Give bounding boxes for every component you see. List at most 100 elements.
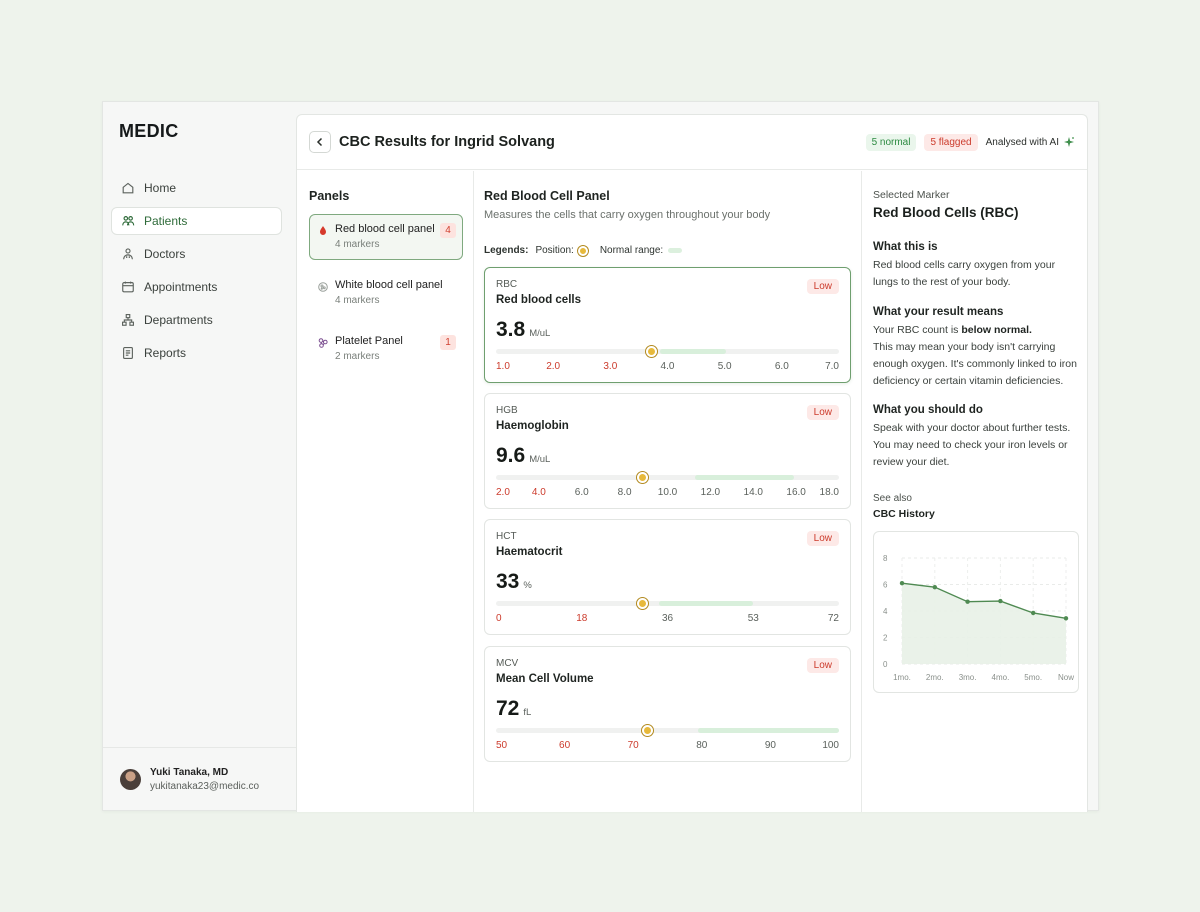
normal-range-bar: [694, 475, 795, 480]
status-badge: Low: [806, 405, 839, 420]
sidebar-item-label: Departments: [144, 313, 213, 327]
selected-marker-label: Selected Marker: [873, 189, 950, 201]
value-number: 33: [496, 570, 520, 593]
range-tick: 16.0: [786, 487, 806, 498]
user-profile[interactable]: Yuki Tanaka, MD yukitanaka23@medic.co: [103, 747, 296, 810]
sidebar-item-label: Patients: [144, 214, 188, 228]
user-email: yukitanaka23@medic.co: [150, 780, 260, 792]
history-link[interactable]: CBC History: [873, 508, 935, 520]
range-tick: 80: [696, 740, 708, 751]
sidebar-nav: Home Patients Doctors Appointments Depar…: [111, 174, 282, 372]
marker-detail-column: Selected Marker Red Blood Cells (RBC) Wh…: [862, 171, 1089, 812]
y-tick-label: 2: [883, 634, 888, 643]
marker-card-mcv[interactable]: MCV Mean Cell Volume Low 72 fL 50 60 70 80 90…: [484, 646, 851, 762]
sidebar-item-label: Home: [144, 181, 177, 195]
marker-code: HGB: [496, 405, 518, 416]
chevron-left-icon: [316, 137, 323, 147]
sidebar: MEDIC Home Patients Doctors Appointments…: [103, 102, 296, 810]
avatar: [120, 768, 141, 790]
history-area: [902, 583, 1066, 664]
range-tick: 60: [559, 740, 571, 751]
range-tick: 18: [576, 613, 588, 624]
range-tick: 14.0: [743, 487, 763, 498]
position-marker: [642, 725, 654, 736]
range-track: [496, 725, 839, 736]
range-tick: 12.0: [700, 487, 721, 498]
range-tick: 10.0: [657, 487, 678, 498]
sidebar-item-patients[interactable]: Patients: [111, 207, 282, 235]
sparkle-icon: [1064, 137, 1074, 147]
ai-label-text: Analysed with AI: [985, 136, 1059, 148]
x-tick-label: 4mo.: [992, 673, 1010, 682]
panels-title: Panels: [309, 189, 350, 203]
range-ticks: 50 60 70 80 90 100: [496, 740, 839, 752]
range-tick: 7.0: [825, 361, 839, 372]
range-tick: 90: [764, 740, 776, 751]
range-tick: 4.0: [660, 361, 675, 372]
sidebar-item-reports[interactable]: Reports: [111, 339, 282, 367]
panel-item-platelet[interactable]: Platelet Panel 2 markers 1: [309, 326, 463, 372]
range-tick: 6.0: [774, 361, 789, 372]
panel-title: Red Blood Cell Panel: [484, 189, 610, 203]
x-tick-label: Now: [1058, 673, 1074, 682]
position-marker-swatch: [577, 245, 588, 256]
range-tick: 2.0: [496, 487, 510, 498]
y-tick-label: 4: [883, 607, 888, 616]
sidebar-item-home[interactable]: Home: [111, 174, 282, 202]
range-ticks: 0 18 36 53 72: [496, 613, 839, 625]
marker-card-hgb[interactable]: HGB Haemoglobin Low 9.6 M/uL 2.0 4.0 6.0 8.0…: [484, 393, 851, 509]
panel-description: Measures the cells that carry oxygen thr…: [484, 209, 771, 221]
flag-count-badge: 1: [440, 335, 456, 350]
marker-card-hct[interactable]: HCT Haematocrit Low 33% 0 18 36 53 72: [484, 519, 851, 635]
history-line: [901, 582, 1067, 619]
sidebar-item-appointments[interactable]: Appointments: [111, 273, 282, 301]
range-tick: 6.0: [574, 487, 589, 498]
marker-card-rbc[interactable]: RBC Red blood cells Low 3.8 M/uL 1.0 2.0 3.…: [484, 267, 851, 383]
legend-label: Legends:: [484, 245, 529, 256]
sidebar-item-doctors[interactable]: Doctors: [111, 240, 282, 268]
range-track: [496, 472, 839, 483]
user-name: Yuki Tanaka, MD: [150, 766, 229, 778]
history-point: [998, 598, 1003, 604]
position-marker: [645, 346, 657, 357]
sidebar-item-label: Doctors: [144, 247, 186, 261]
page-header: CBC Results for Ingrid Solvang 5 normal …: [297, 115, 1087, 170]
panel-item-red-blood-cell[interactable]: Red blood cell panel 4 markers 4: [309, 214, 463, 260]
range-tick: 36: [661, 613, 674, 624]
panel-item-count: 4 markers: [335, 295, 380, 306]
flagged-count-badge: 5 flagged: [924, 133, 978, 151]
range-tick: 0: [496, 613, 502, 624]
panel-item-count: 2 markers: [335, 351, 380, 362]
doctor-icon: [123, 248, 133, 260]
marker-name: Haematocrit: [496, 546, 563, 558]
ai-analysis-label: Analysed with AI: [986, 136, 1075, 148]
legend: Legends: Position: Normal range:: [484, 245, 683, 256]
marker-value: 33%: [496, 570, 532, 594]
platelet-icon: [318, 338, 328, 348]
normal-range-bar: [659, 349, 727, 354]
range-tick: 8.0: [617, 487, 632, 498]
panel-item-white-blood-cell[interactable]: White blood cell panel 4 markers: [309, 270, 463, 316]
sidebar-item-departments[interactable]: Departments: [111, 306, 282, 334]
value-number: 72: [496, 697, 520, 720]
status-badge: Low: [806, 279, 839, 294]
flag-count-badge: 4: [440, 223, 456, 238]
history-point: [965, 599, 970, 604]
history-chart-card: 0 2 4 6 8 1mo. 2mo. 3mo. 4mo. 5mo. Now: [873, 531, 1079, 693]
x-tick-label: 5mo.: [1024, 673, 1042, 682]
calendar-icon: [122, 281, 134, 293]
panels-column: Panels Red blood cell panel 4 markers 4 …: [297, 171, 474, 812]
range-tick: 1.0: [496, 361, 510, 372]
status-badge: Low: [806, 531, 839, 546]
app-window: MEDIC Home Patients Doctors Appointments…: [102, 101, 1099, 812]
patients-icon: [122, 216, 135, 226]
status-badge: Low: [806, 658, 839, 673]
marker-code: RBC: [496, 279, 518, 290]
marker-name: Haemoglobin: [496, 420, 569, 432]
x-tick-label: 1mo.: [893, 673, 911, 682]
range-tick: 5.0: [717, 361, 732, 372]
history-point: [932, 584, 937, 590]
result-means-body: This may mean your body isn't carrying e…: [873, 341, 1077, 387]
back-button[interactable]: [309, 131, 331, 153]
result-means-prefix: Your RBC count is: [873, 324, 962, 336]
